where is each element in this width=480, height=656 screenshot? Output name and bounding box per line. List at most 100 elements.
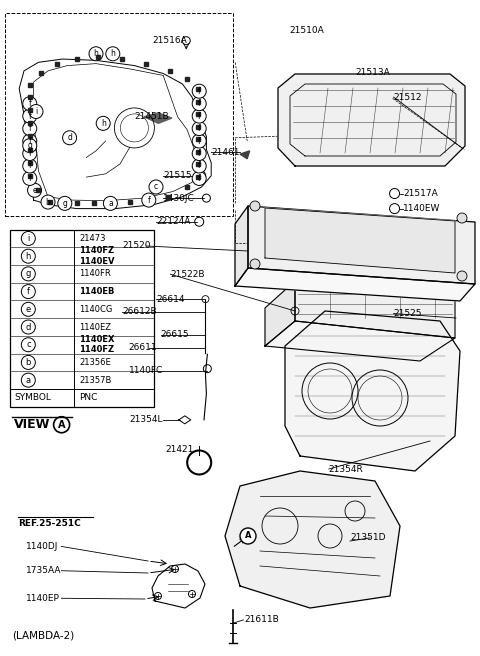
Text: h: h bbox=[25, 252, 31, 260]
Text: A: A bbox=[58, 420, 65, 430]
Text: d: d bbox=[67, 133, 72, 142]
Polygon shape bbox=[240, 151, 250, 159]
Circle shape bbox=[149, 180, 163, 194]
Polygon shape bbox=[265, 208, 455, 273]
Text: f: f bbox=[28, 136, 31, 146]
Polygon shape bbox=[235, 268, 475, 301]
Text: A: A bbox=[245, 531, 251, 541]
Circle shape bbox=[23, 171, 37, 186]
Text: b: b bbox=[25, 358, 31, 367]
Text: g: g bbox=[25, 270, 31, 278]
Circle shape bbox=[192, 134, 206, 148]
Text: 21451B: 21451B bbox=[134, 112, 169, 121]
Circle shape bbox=[23, 146, 37, 161]
Text: f: f bbox=[198, 112, 201, 121]
Circle shape bbox=[103, 196, 118, 211]
Text: h: h bbox=[94, 49, 98, 58]
Text: f: f bbox=[198, 99, 201, 108]
Text: 26615: 26615 bbox=[161, 330, 190, 339]
Text: 1430JC: 1430JC bbox=[163, 194, 195, 203]
Circle shape bbox=[457, 213, 467, 223]
Text: f: f bbox=[198, 87, 201, 96]
Text: c: c bbox=[154, 182, 158, 192]
Circle shape bbox=[23, 109, 37, 123]
Text: 21517A: 21517A bbox=[403, 189, 438, 198]
Text: g: g bbox=[27, 141, 32, 150]
Text: f: f bbox=[28, 149, 31, 158]
Circle shape bbox=[23, 134, 37, 148]
Text: c: c bbox=[26, 340, 31, 349]
Text: 21421: 21421 bbox=[166, 445, 194, 454]
Text: 1140EP: 1140EP bbox=[26, 594, 60, 603]
Text: 22124A: 22124A bbox=[156, 217, 191, 226]
Text: 26611: 26611 bbox=[129, 343, 157, 352]
Text: SYMBOL: SYMBOL bbox=[14, 394, 51, 402]
Text: a: a bbox=[26, 376, 31, 384]
Text: h: h bbox=[110, 49, 115, 58]
Text: 21520: 21520 bbox=[122, 241, 151, 251]
Text: 1735AA: 1735AA bbox=[26, 566, 62, 575]
Circle shape bbox=[96, 116, 110, 131]
Text: g: g bbox=[62, 199, 67, 208]
Text: 1140FC: 1140FC bbox=[129, 366, 163, 375]
Text: e: e bbox=[26, 305, 31, 314]
Circle shape bbox=[192, 96, 206, 111]
Circle shape bbox=[240, 528, 256, 544]
Polygon shape bbox=[295, 281, 455, 338]
Text: 1140CG: 1140CG bbox=[79, 305, 113, 314]
Text: f: f bbox=[27, 287, 30, 296]
Text: 21515: 21515 bbox=[163, 171, 192, 180]
Text: 21522B: 21522B bbox=[170, 270, 205, 279]
Circle shape bbox=[106, 47, 120, 61]
Text: 21461: 21461 bbox=[211, 148, 240, 157]
Text: f: f bbox=[28, 99, 31, 108]
Circle shape bbox=[457, 271, 467, 281]
Bar bbox=[5, 13, 233, 216]
Circle shape bbox=[23, 96, 37, 111]
Text: e: e bbox=[32, 186, 37, 195]
Circle shape bbox=[27, 183, 42, 197]
Circle shape bbox=[58, 196, 72, 211]
Text: PNC: PNC bbox=[79, 394, 98, 402]
Text: 21351D: 21351D bbox=[350, 533, 386, 543]
Text: h: h bbox=[101, 119, 106, 128]
Text: 21354L: 21354L bbox=[130, 415, 163, 424]
Text: f: f bbox=[198, 161, 201, 171]
Text: 1140EB: 1140EB bbox=[79, 287, 115, 296]
Bar bbox=[10, 230, 154, 407]
Circle shape bbox=[192, 84, 206, 98]
Text: i: i bbox=[27, 234, 29, 243]
Text: (LAMBDA-2): (LAMBDA-2) bbox=[12, 630, 74, 640]
Circle shape bbox=[23, 121, 37, 136]
Text: f: f bbox=[198, 149, 201, 158]
Text: f: f bbox=[28, 112, 31, 121]
Text: 21510A: 21510A bbox=[290, 26, 324, 35]
Text: 21512: 21512 bbox=[394, 92, 422, 102]
Text: f: f bbox=[28, 174, 31, 183]
Circle shape bbox=[192, 146, 206, 161]
Text: 21516A: 21516A bbox=[153, 36, 187, 45]
Text: 1140EW: 1140EW bbox=[403, 204, 441, 213]
Text: 21525: 21525 bbox=[394, 309, 422, 318]
Text: f: f bbox=[198, 136, 201, 146]
Text: VIEW: VIEW bbox=[13, 419, 50, 431]
Circle shape bbox=[62, 131, 77, 145]
Text: f: f bbox=[198, 124, 201, 133]
Circle shape bbox=[192, 171, 206, 186]
Text: 21473: 21473 bbox=[79, 234, 106, 243]
Text: 26612B: 26612B bbox=[122, 307, 157, 316]
Circle shape bbox=[250, 259, 260, 269]
Text: f: f bbox=[28, 161, 31, 171]
Polygon shape bbox=[225, 471, 400, 608]
Text: 21513A: 21513A bbox=[355, 68, 390, 77]
Text: 21356E: 21356E bbox=[79, 358, 111, 367]
Polygon shape bbox=[265, 321, 455, 361]
Text: 21611B: 21611B bbox=[245, 615, 279, 625]
Text: 21357B: 21357B bbox=[79, 376, 112, 384]
Polygon shape bbox=[285, 311, 460, 471]
Text: REF.25-251C: REF.25-251C bbox=[18, 519, 81, 528]
Text: 1140FR: 1140FR bbox=[79, 270, 111, 278]
Text: i: i bbox=[35, 107, 37, 116]
Polygon shape bbox=[248, 206, 475, 284]
Text: 1140FZ
1140EV: 1140FZ 1140EV bbox=[79, 247, 115, 266]
